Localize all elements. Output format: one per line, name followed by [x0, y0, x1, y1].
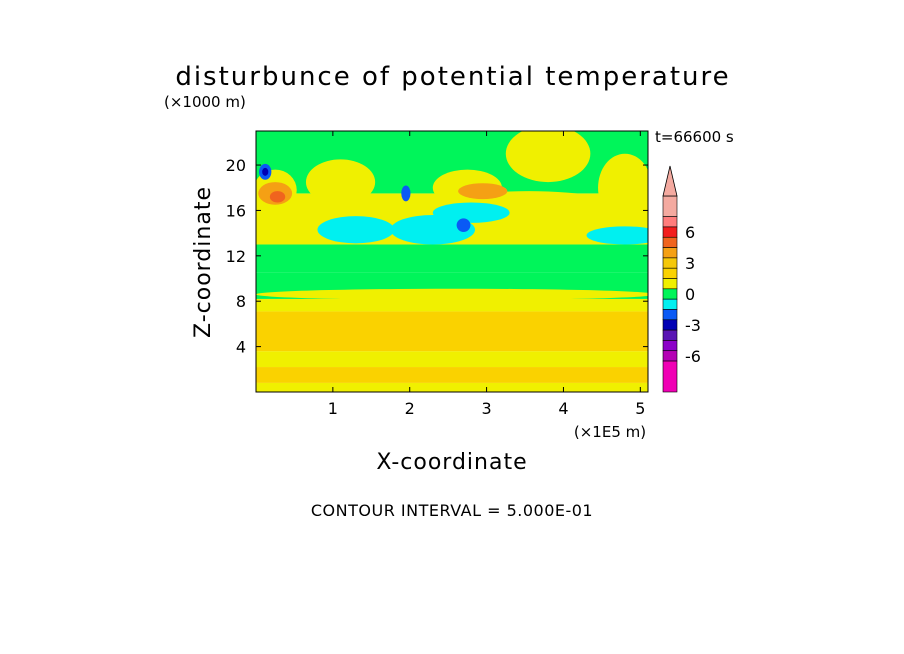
colorbar-label: 3	[685, 254, 695, 273]
y-axis-label: Z-coordinate	[191, 186, 216, 338]
colorbar-label: 6	[685, 223, 695, 242]
field-patch	[256, 288, 648, 301]
y-tick-label: 12	[226, 247, 246, 266]
field-patch	[458, 183, 508, 200]
x-tick-label: 3	[481, 399, 491, 418]
colorbar-bin	[662, 226, 678, 238]
x-axis-ticks: 1 2 3 4 5	[328, 131, 645, 418]
heatmap-field	[256, 131, 648, 392]
time-label: t=66600 s	[655, 128, 734, 146]
field-patch	[305, 159, 376, 205]
plot-area	[255, 130, 649, 393]
colorbar-bin	[662, 288, 678, 300]
field-patch	[432, 202, 510, 223]
colorbar-bin	[662, 267, 678, 279]
colorbar-bins	[662, 165, 678, 393]
y-tick-label: 8	[236, 292, 246, 311]
colorbar-label: 0	[685, 285, 695, 304]
y-unit-label: (×1000 m)	[164, 93, 246, 111]
contour-interval-note: CONTOUR INTERVAL = 5.000E-01	[311, 501, 593, 520]
plot-frame	[255, 130, 649, 393]
colorbar-bin	[662, 216, 678, 228]
field-patch	[262, 167, 269, 176]
colorbar: 6 3 0 -3 -6	[662, 165, 701, 393]
x-tick-label: 5	[635, 399, 645, 418]
y-tick-label: 20	[226, 156, 246, 175]
colorbar-bin	[662, 319, 678, 331]
y-tick-label: 4	[236, 338, 246, 357]
field-patches	[256, 131, 648, 301]
field-band	[256, 298, 648, 312]
colorbar-bin	[662, 350, 678, 362]
x-tick-label: 2	[405, 399, 415, 418]
x-tick-label: 4	[558, 399, 568, 418]
field-patch	[598, 153, 648, 222]
field-patch	[269, 191, 286, 203]
colorbar-bin	[662, 329, 678, 341]
field-band	[256, 367, 648, 383]
field-band	[256, 311, 648, 352]
colorbar-bin	[662, 257, 678, 269]
colorbar-bin	[662, 247, 678, 259]
chart-title: disturbunce of potential temperature	[175, 62, 730, 92]
x-axis-label: X-coordinate	[376, 450, 527, 475]
field-band	[256, 244, 648, 273]
colorbar-bin	[662, 278, 678, 290]
y-axis-ticks: 4 8 12 16 20	[226, 156, 648, 357]
colorbar-label: -6	[685, 347, 701, 366]
colorbar-labels: 6 3 0 -3 -6	[685, 223, 701, 366]
colorbar-bin	[662, 298, 678, 310]
field-patch	[505, 131, 591, 183]
colorbar-bin	[662, 236, 678, 248]
x-unit-label: (×1E5 m)	[574, 423, 646, 441]
colorbar-bin	[662, 195, 678, 217]
field-patch	[390, 214, 476, 245]
field-patch	[586, 226, 648, 245]
colorbar-arrow	[662, 165, 678, 197]
x-tick-label: 1	[328, 399, 338, 418]
colorbar-bin	[662, 360, 678, 393]
y-tick-label: 16	[226, 201, 246, 220]
field-patch	[317, 216, 395, 244]
field-patch	[401, 185, 411, 202]
field-band	[256, 382, 648, 392]
colorbar-bin	[662, 340, 678, 352]
colorbar-bin	[662, 309, 678, 321]
field-patch	[456, 218, 471, 232]
colorbar-label: -3	[685, 316, 701, 335]
field-band	[256, 351, 648, 368]
